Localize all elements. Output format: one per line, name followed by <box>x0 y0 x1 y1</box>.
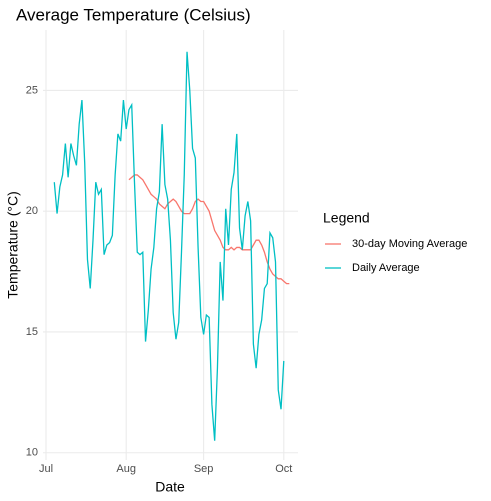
legend-label: 30-day Moving Average <box>352 238 467 250</box>
series-line <box>128 174 290 285</box>
legend-label: Daily Average <box>352 262 420 274</box>
x-tick-label: Sep <box>194 463 214 475</box>
y-tick-label: 10 <box>26 447 38 459</box>
series-line <box>53 51 285 441</box>
chart-title: Average Temperature (Celsius) <box>16 5 251 24</box>
y-tick-label: 25 <box>26 84 38 96</box>
x-axis-label: Date <box>155 479 185 495</box>
y-tick-label: 20 <box>26 205 38 217</box>
y-axis-label: Temperature (°C) <box>5 191 21 299</box>
legend-title: Legend <box>323 210 370 226</box>
x-tick-label: Aug <box>116 463 136 475</box>
x-tick-label: Oct <box>275 463 292 475</box>
x-tick-label: Jul <box>39 463 53 475</box>
y-tick-label: 15 <box>26 326 38 338</box>
